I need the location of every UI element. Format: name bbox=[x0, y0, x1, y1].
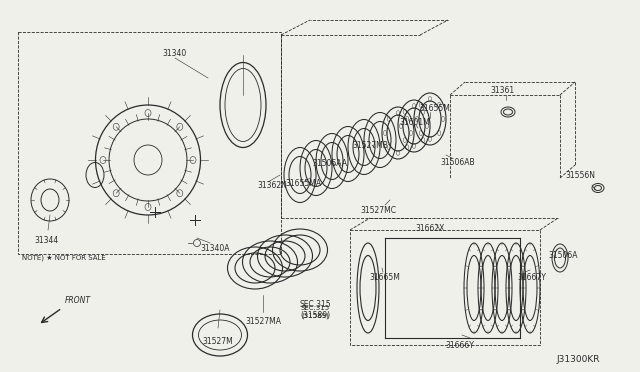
Text: 31344: 31344 bbox=[35, 235, 59, 244]
Text: 31506AA: 31506AA bbox=[312, 158, 348, 167]
Text: NOTE) ★ NOT FOR SALE: NOTE) ★ NOT FOR SALE bbox=[22, 255, 106, 261]
Text: SEC.315
(31589): SEC.315 (31589) bbox=[300, 305, 330, 319]
Text: 31362N: 31362N bbox=[257, 180, 287, 189]
Text: 31527MB: 31527MB bbox=[352, 141, 388, 150]
Bar bbox=[350, 230, 540, 345]
Text: 31361: 31361 bbox=[490, 86, 514, 94]
Text: 31527MA: 31527MA bbox=[245, 317, 281, 327]
Text: FRONT: FRONT bbox=[65, 296, 91, 305]
Bar bbox=[18, 32, 281, 254]
Text: 31662X: 31662X bbox=[415, 224, 445, 232]
Text: 31506A: 31506A bbox=[548, 250, 578, 260]
Text: 31601M: 31601M bbox=[399, 118, 430, 126]
Text: 31527M: 31527M bbox=[203, 337, 234, 346]
Text: 31665M: 31665M bbox=[369, 273, 401, 282]
Text: J31300KR: J31300KR bbox=[557, 356, 600, 365]
Text: 31666Y: 31666Y bbox=[445, 340, 474, 350]
Text: 31655M: 31655M bbox=[420, 103, 451, 112]
Text: 31527MC: 31527MC bbox=[360, 205, 396, 215]
Text: 31655MA: 31655MA bbox=[285, 179, 321, 187]
Text: 31506AB: 31506AB bbox=[441, 157, 476, 167]
Text: 31340: 31340 bbox=[163, 48, 187, 58]
Text: 31556N: 31556N bbox=[565, 170, 595, 180]
Text: 31340A: 31340A bbox=[200, 244, 230, 253]
Text: SEC.315
(31589): SEC.315 (31589) bbox=[299, 300, 331, 320]
Text: 31667Y: 31667Y bbox=[518, 273, 547, 282]
